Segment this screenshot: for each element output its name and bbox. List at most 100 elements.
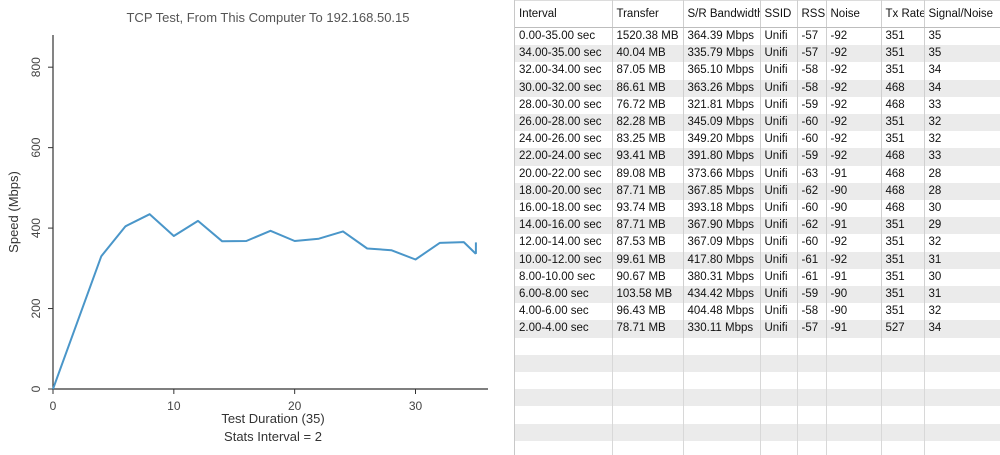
table-cell: 351 [881, 286, 925, 304]
table-cell: -57 [797, 27, 827, 46]
table-cell: 32 [924, 131, 1000, 149]
table-cell: -90 [826, 182, 882, 201]
table-cell: 6.00-8.00 sec [515, 286, 613, 304]
table-row[interactable]: 28.00-30.00 sec 76.72 MB 321.81 Mbps Unifi -… [515, 96, 1000, 115]
table-cell: -92 [826, 62, 882, 80]
table-cell: 380.31 Mbps [683, 268, 761, 287]
table-cell: Unifi [760, 303, 798, 321]
table-row[interactable]: 34.00-35.00 sec 40.04 MB 335.79 Mbps Unifi -… [515, 45, 1000, 63]
table-row[interactable]: 24.00-26.00 sec 83.25 MB 349.20 Mbps Unifi -… [515, 131, 1000, 149]
table-cell: Unifi [760, 131, 798, 149]
table-cell: -57 [797, 45, 827, 63]
empty-cell [826, 337, 882, 355]
table-row[interactable]: 14.00-16.00 sec 87.71 MB 367.90 Mbps Unifi -… [515, 217, 1000, 235]
table-cell: 34.00-35.00 sec [515, 45, 613, 63]
table-row[interactable]: 12.00-14.00 sec 87.53 MB 367.09 Mbps Unifi -… [515, 234, 1000, 252]
table-cell: 404.48 Mbps [683, 303, 761, 321]
table-cell: 76.72 MB [612, 96, 684, 115]
empty-table-row [515, 440, 1000, 455]
empty-cell [797, 337, 827, 355]
table-cell: 90.67 MB [612, 268, 684, 287]
table-cell: -91 [826, 268, 882, 287]
column-header-rssi[interactable]: RSSI [797, 0, 827, 28]
table-row[interactable]: 2.00-4.00 sec 78.71 MB 330.11 Mbps Unifi -57… [515, 320, 1000, 338]
column-header-transfer[interactable]: Transfer [612, 0, 684, 28]
empty-cell [797, 354, 827, 373]
column-header-signal-noise[interactable]: Signal/Noise [924, 0, 1000, 28]
column-header-tx-rate[interactable]: Tx Rate [881, 0, 925, 28]
table-cell: 30.00-32.00 sec [515, 79, 613, 97]
table-cell: -60 [797, 234, 827, 252]
empty-cell [612, 354, 684, 373]
empty-cell [826, 406, 882, 424]
table-cell: -91 [826, 217, 882, 235]
table-cell: 33 [924, 148, 1000, 166]
empty-cell [515, 440, 613, 455]
line-chart: TCP Test, From This Computer To 192.168.… [6, 10, 488, 444]
table-cell: 103.58 MB [612, 286, 684, 304]
table-row[interactable]: 0.00-35.00 sec 1520.38 MB 364.39 Mbps Unifi… [515, 27, 1000, 46]
table-cell: 8.00-10.00 sec [515, 268, 613, 287]
chart-title: TCP Test, From This Computer To 192.168.… [126, 10, 409, 25]
empty-cell [760, 406, 798, 424]
table-cell: 349.20 Mbps [683, 131, 761, 149]
table-cell: Unifi [760, 268, 798, 287]
table-body: 0.00-35.00 sec 1520.38 MB 364.39 Mbps Unifi… [515, 27, 1000, 455]
empty-cell [826, 440, 882, 455]
table-row[interactable]: 8.00-10.00 sec 90.67 MB 380.31 Mbps Unifi -6… [515, 268, 1000, 287]
table-row[interactable]: 32.00-34.00 sec 87.05 MB 365.10 Mbps Unifi -… [515, 62, 1000, 80]
table-header-row: Interval Transfer S/R Bandwidth SSID RSS… [515, 0, 1000, 28]
column-header-bandwidth[interactable]: S/R Bandwidth [683, 0, 761, 28]
table-cell: 32 [924, 303, 1000, 321]
column-header-interval[interactable]: Interval [515, 0, 613, 28]
table-cell: -91 [826, 320, 882, 338]
table-row[interactable]: 6.00-8.00 sec 103.58 MB 434.42 Mbps Unifi -5… [515, 286, 1000, 304]
empty-cell [881, 354, 925, 373]
stats-table-panel[interactable]: Interval Transfer S/R Bandwidth SSID RSS… [514, 0, 1000, 455]
empty-cell [515, 354, 613, 373]
table-cell: Unifi [760, 114, 798, 132]
y-tick-label: 600 [29, 137, 43, 157]
empty-cell [760, 423, 798, 441]
empty-cell [826, 354, 882, 373]
empty-table-row [515, 337, 1000, 355]
table-row[interactable]: 20.00-22.00 sec 89.08 MB 373.66 Mbps Unifi -… [515, 165, 1000, 183]
table-cell: 468 [881, 79, 925, 97]
table-row[interactable]: 18.00-20.00 sec 87.71 MB 367.85 Mbps Unifi -… [515, 182, 1000, 201]
table-cell: 87.71 MB [612, 182, 684, 201]
empty-cell [515, 372, 613, 390]
empty-cell [515, 423, 613, 441]
empty-cell [797, 406, 827, 424]
table-cell: Unifi [760, 234, 798, 252]
table-cell: 4.00-6.00 sec [515, 303, 613, 321]
x-axis-label: Test Duration (35) [221, 411, 324, 426]
table-cell: Unifi [760, 148, 798, 166]
empty-cell [924, 440, 1000, 455]
table-cell: 335.79 Mbps [683, 45, 761, 63]
empty-table-row [515, 406, 1000, 424]
table-cell: -61 [797, 268, 827, 287]
table-row[interactable]: 26.00-28.00 sec 82.28 MB 345.09 Mbps Unifi -… [515, 114, 1000, 132]
table-cell: Unifi [760, 96, 798, 115]
table-row[interactable]: 4.00-6.00 sec 96.43 MB 404.48 Mbps Unifi -58… [515, 303, 1000, 321]
table-cell: 87.05 MB [612, 62, 684, 80]
table-cell: Unifi [760, 79, 798, 97]
empty-cell [683, 440, 761, 455]
table-row[interactable]: 30.00-32.00 sec 86.61 MB 363.26 Mbps Unifi -… [515, 79, 1000, 97]
table-cell: 83.25 MB [612, 131, 684, 149]
table-cell: 31 [924, 251, 1000, 269]
table-cell: 351 [881, 45, 925, 63]
empty-cell [760, 389, 798, 407]
table-cell: 351 [881, 27, 925, 46]
table-cell: 351 [881, 114, 925, 132]
table-cell: 31 [924, 286, 1000, 304]
table-row[interactable]: 10.00-12.00 sec 99.61 MB 417.80 Mbps Unifi -… [515, 251, 1000, 269]
table-cell: 0.00-35.00 sec [515, 27, 613, 46]
table-row[interactable]: 22.00-24.00 sec 93.41 MB 391.80 Mbps Unifi -… [515, 148, 1000, 166]
table-row[interactable]: 16.00-18.00 sec 93.74 MB 393.18 Mbps Unifi -… [515, 200, 1000, 218]
column-header-ssid[interactable]: SSID [760, 0, 798, 28]
table-cell: 29 [924, 217, 1000, 235]
column-header-noise[interactable]: Noise [826, 0, 882, 28]
table-cell: 367.85 Mbps [683, 182, 761, 201]
table-cell: 28.00-30.00 sec [515, 96, 613, 115]
